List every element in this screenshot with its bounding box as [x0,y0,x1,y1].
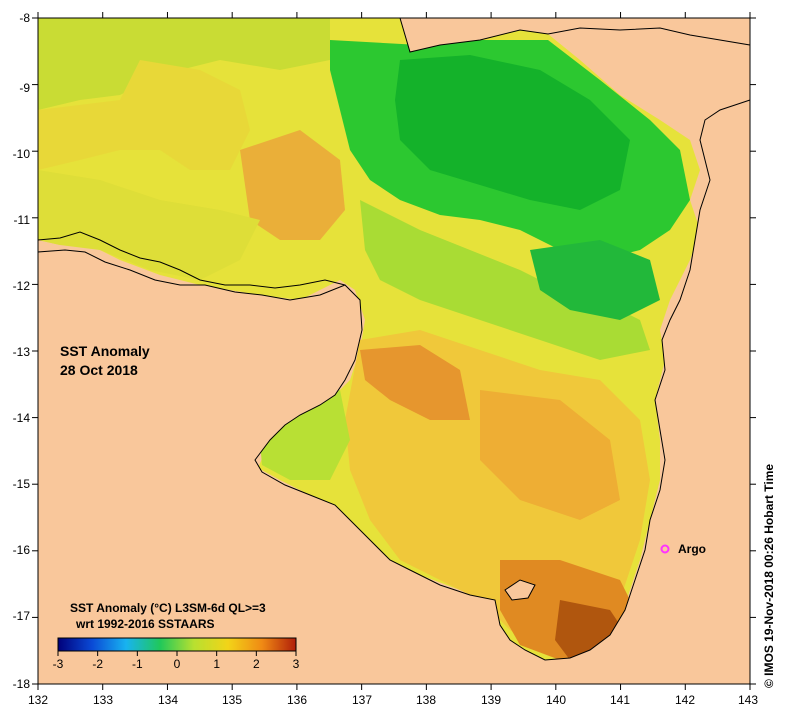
y-tick-label: -8 [19,11,30,25]
arnhem-coastline [37,231,346,289]
y-axis-labels: -8 -9 -10 -11 -12 -13 -14 -15 -16 -17 -1… [13,11,31,691]
x-tick-label: 143 [738,693,758,707]
colorbar-tick-label: 1 [213,657,220,671]
x-tick-label: 135 [222,693,242,707]
x-tick-label: 138 [416,693,436,707]
imos-credit: © IMOS 19-Nov-2018 00:26 Hobart Time [762,463,776,688]
x-tick-label: 133 [93,693,113,707]
colorbar-tick-label: -3 [53,657,64,671]
y-tick-label: -12 [13,279,31,293]
colorbar-ticks [57,651,297,656]
x-tick-label: 137 [352,693,372,707]
argo-marker[interactable]: Argo [660,542,707,556]
x-tick-label: 139 [481,693,501,707]
y-tick-label: -13 [13,345,31,359]
x-axis-labels: 132 133 134 135 136 137 138 139 140 141 … [28,693,758,707]
x-axis-ticks [37,12,751,690]
map-title-line2: 28 Oct 2018 [60,362,138,378]
colorbar-legend: SST Anomaly (°C) L3SM-6d QL>=3 wrt 1992-… [53,601,300,671]
island-south [504,579,536,601]
colorbar-tick-label: 0 [174,657,181,671]
argo-label: Argo [678,542,706,556]
x-tick-label: 134 [158,693,178,707]
y-tick-label: -16 [13,543,31,557]
y-tick-label: -9 [19,81,30,95]
land-masses [37,17,751,685]
y-axis-ticks [32,17,756,685]
y-tick-label: -11 [14,213,31,227]
y-tick-label: -18 [13,677,31,691]
colorbar-tick-label: 3 [293,657,300,671]
x-tick-label: 132 [28,693,48,707]
y-tick-label: -15 [13,477,31,491]
x-tick-label: 140 [546,693,566,707]
colorbar-tick-label: -2 [92,657,103,671]
y-tick-label: -10 [13,147,31,161]
y-tick-label: -14 [13,411,31,425]
colorbar [57,637,297,652]
argo-marker-icon[interactable] [660,544,670,554]
y-tick-label: -17 [13,609,31,623]
cape-york-coast [37,99,751,685]
colorbar-tick-label: 2 [253,657,260,671]
legend-title-line1: SST Anomaly (°C) L3SM-6d QL>=3 [70,601,266,615]
map-title-line1: SST Anomaly [60,343,150,359]
x-tick-label: 142 [675,693,695,707]
x-tick-label: 141 [610,693,630,707]
x-tick-label: 136 [287,693,307,707]
colorbar-tick-label: -1 [132,657,143,671]
legend-title-line2: wrt 1992-2016 SSTAARS [75,617,215,631]
new-guinea-coast [399,17,751,53]
